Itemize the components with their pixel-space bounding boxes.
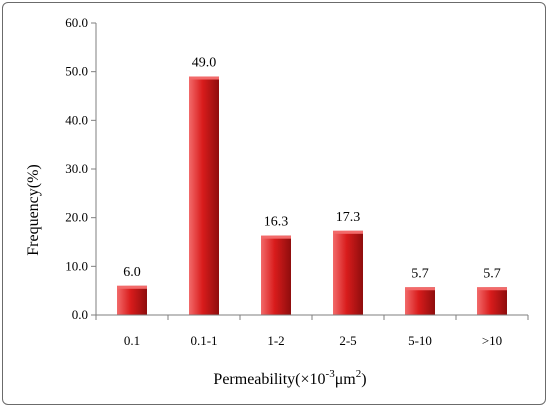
x-tick-layer: 0.1 0.1-1 1-2 2-5 5-10 >10 — [95, 315, 529, 348]
bar-top-highlight — [333, 230, 363, 234]
x-axis-title-exponent: -3 — [326, 368, 336, 380]
bars-layer — [117, 76, 507, 316]
y-tick-label: 60.0 — [65, 15, 88, 30]
y-tick-label: 50.0 — [65, 64, 88, 79]
x-tick-label: 5-10 — [408, 333, 432, 348]
data-label: 5.7 — [411, 266, 429, 281]
x-axis-title-prefix: Permeability( — [213, 371, 300, 388]
y-tick-layer: 0.0 10.0 20.0 30.0 40.0 50.0 60.0 — [65, 15, 96, 322]
x-axis-title-suffix: ) — [361, 371, 366, 388]
bar-top-highlight — [117, 285, 147, 289]
y-tick-label: 10.0 — [65, 258, 88, 273]
x-axis-title: Permeability(×10-3μm2) — [213, 368, 366, 388]
y-tick-label: 40.0 — [65, 112, 88, 127]
bar — [189, 76, 219, 316]
x-axis-title-unit: μm — [335, 371, 357, 388]
x-axis-title-times: × — [301, 371, 310, 388]
x-tick-label: 2-5 — [339, 333, 356, 348]
x-tick-label: 0.1-1 — [190, 333, 217, 348]
data-label: 6.0 — [123, 265, 141, 280]
chart-frame — [2, 2, 546, 405]
bar-top-highlight — [477, 287, 507, 291]
y-tick-label: 20.0 — [65, 210, 88, 225]
bar — [117, 285, 147, 315]
bar — [261, 235, 291, 315]
y-axis-title: Frequency(%) — [25, 164, 42, 256]
bar-top-highlight — [261, 235, 291, 239]
data-label-layer: 6.0 49.0 16.3 17.3 5.7 5.7 — [123, 56, 501, 282]
x-axis-title-unit-exponent: 2 — [356, 368, 362, 380]
y-tick-label: 30.0 — [65, 161, 88, 176]
x-tick-label: 0.1 — [124, 333, 140, 348]
x-axis-title-base: 10 — [310, 371, 326, 388]
data-label: 16.3 — [264, 215, 289, 230]
x-tick-label: 1-2 — [267, 333, 284, 348]
data-label: 49.0 — [192, 56, 217, 71]
bar-top-highlight — [405, 287, 435, 291]
x-tick-label: >10 — [482, 333, 502, 348]
data-label: 5.7 — [483, 266, 501, 281]
bar-top-highlight — [189, 76, 219, 80]
y-tick-label: 0.0 — [72, 307, 88, 322]
bar — [405, 287, 435, 315]
bar — [333, 230, 363, 315]
data-label: 17.3 — [336, 210, 361, 225]
bar — [477, 287, 507, 315]
